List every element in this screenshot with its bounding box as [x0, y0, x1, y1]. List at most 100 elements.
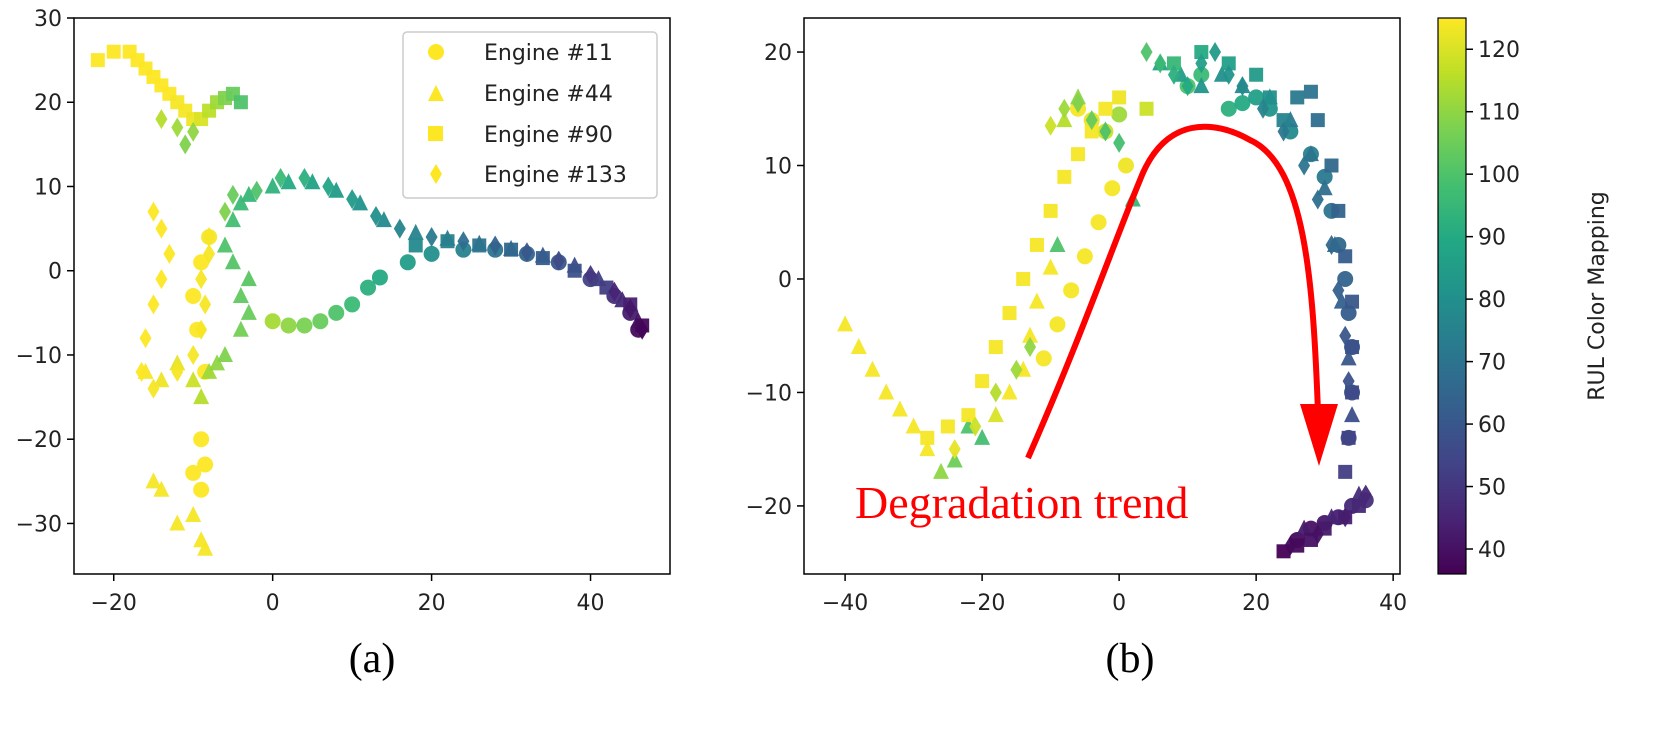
panel-b-point-engine-133: [1072, 93, 1085, 114]
panel-b-point-engine-133: [1298, 155, 1311, 176]
panel-b-point-engine-44: [878, 383, 895, 400]
legend-label-engine-11: Engine #11: [484, 41, 613, 66]
panel-a-point-engine-11: [193, 481, 210, 498]
panel-b-point-engine-44: [987, 406, 1004, 423]
panel-a-point-engine-133: [425, 227, 438, 248]
panel-b-y-tick-label: 0: [778, 268, 792, 293]
panel-a-point-engine-133: [147, 294, 160, 315]
panel-b-point-engine-133: [1154, 53, 1167, 74]
panel-a-point-engine-133: [171, 361, 184, 382]
panel-a-point-engine-11: [193, 431, 210, 448]
panel-b-point-engine-11: [1076, 248, 1093, 265]
panel-b-point-engine-133: [1311, 524, 1324, 545]
panel-a-point-engine-44: [201, 362, 218, 379]
panel-a-point-engine-133: [218, 201, 231, 222]
panel-b-point-engine-90: [1043, 203, 1058, 218]
panel-a-x-tick-label: 40: [577, 591, 605, 616]
panel-a-point-engine-133: [624, 298, 637, 319]
panel-b-point-engine-44: [891, 400, 908, 417]
panel-b-y-tick-label: −10: [746, 381, 792, 406]
colorbar-tick-label: 70: [1478, 351, 1506, 376]
panel-b-point-engine-44: [1056, 111, 1073, 128]
panel-a-point-engine-44: [407, 223, 424, 240]
panel-b-point-engine-44: [1028, 292, 1045, 309]
panel-a-point-engine-44: [224, 211, 241, 228]
panel-b-point-engine-44: [1022, 326, 1039, 343]
panel-b-point-engine-90: [1338, 464, 1353, 479]
panel-b-point-engine-11: [1117, 157, 1134, 174]
panel-b-point-engine-90: [1071, 147, 1086, 162]
panel-b-x-tick-label: 0: [1112, 591, 1126, 616]
panel-a-axes-frame: [73, 17, 671, 575]
panel-a-point-engine-133: [179, 134, 192, 155]
panel-b-x-tick-label: 20: [1242, 591, 1270, 616]
panel-a-point-engine-44: [280, 173, 297, 190]
panel-a-point-engine-133: [636, 319, 649, 340]
panel-b-point-engine-44: [919, 440, 936, 457]
panel-a-point-engine-90: [567, 263, 582, 278]
colorbar: 40 50 60 70 80 90 100 110 120 RUL Color Mapping: [1437, 17, 1610, 575]
panel-b-point-engine-90: [988, 340, 1003, 355]
panel-a-point-engine-44: [185, 371, 202, 388]
colorbar-ticks: 40 50 60 70 80 90 100 110 120: [1466, 38, 1520, 563]
panel-b-point-engine-133: [1284, 535, 1297, 556]
panel-b-point-engine-133: [1256, 98, 1269, 119]
panel-b-point-engine-90: [940, 419, 955, 434]
panel-a-point-engine-133: [195, 319, 208, 340]
panel-b-point-engine-90: [1310, 113, 1325, 128]
legend-label-engine-90: Engine #90: [484, 123, 613, 148]
panel-b-point-engine-44: [837, 315, 854, 332]
panel-b-point-engine-90: [1057, 169, 1072, 184]
panel-a-point-engine-90: [472, 238, 487, 253]
panel-a-point-engine-44: [193, 388, 210, 405]
panel-b-point-engine-44: [974, 428, 991, 445]
panel-a-point-engine-44: [352, 194, 369, 211]
panel-b-axes-frame: [803, 17, 1401, 575]
panel-a-point-engine-133: [155, 109, 168, 130]
panel-b-point-engine-133: [1010, 359, 1023, 380]
legend-marker-square: [428, 126, 443, 141]
colorbar-tick-label: 40: [1478, 538, 1506, 563]
panel-b-point-engine-11: [1316, 168, 1333, 185]
colorbar-tick-label: 60: [1478, 413, 1506, 438]
panel-a-point-engine-133: [155, 269, 168, 290]
panel-b-point-engine-44: [1316, 179, 1333, 196]
panel-b-point-engine-90: [1351, 498, 1366, 513]
panel-a-y-tick-label: 10: [34, 175, 62, 200]
panel-b-point-engine-44: [1193, 77, 1210, 94]
panel-a-point-engine-133: [203, 243, 216, 264]
panel-b-point-engine-90: [961, 408, 976, 423]
panel-a-point-engine-90: [504, 242, 519, 257]
panel-a-point-engine-44: [209, 354, 226, 371]
panel-a-point-engine-11: [193, 254, 210, 271]
panel-b-point-engine-11: [1090, 214, 1107, 231]
panel-a-point-engine-133: [187, 121, 200, 142]
panel-b-ticks: −40 −20 0 20 40 −20 −10 0 10 20: [746, 41, 1408, 616]
panel-b-point-engine-133: [989, 382, 1002, 403]
panel-b-point-engine-90: [1029, 237, 1044, 252]
panel-a-x-tick-label: 0: [266, 591, 280, 616]
panel-b-point-engine-133: [1236, 76, 1249, 97]
panel-a-point-engine-44: [240, 270, 257, 287]
panel-a-point-engine-133: [608, 281, 621, 302]
panel-b-point-engine-44: [933, 462, 950, 479]
colorbar-tick-label: 100: [1478, 163, 1520, 188]
panel-a-y-tick-label: 20: [34, 91, 62, 116]
panel-a-caption: (a): [349, 636, 396, 682]
panel-b-point-engine-11: [1337, 270, 1354, 287]
panel-a-point-engine-90: [90, 53, 105, 68]
panel-b-point-engine-90: [1345, 340, 1360, 355]
panel-b-point-engine-90: [1303, 84, 1318, 99]
panel-b-point-engine-44: [1302, 145, 1319, 162]
panel-b-point-engine-133: [969, 416, 982, 437]
degradation-trend-arrowhead: [1300, 404, 1338, 466]
panel-b-point-engine-90: [1016, 271, 1031, 286]
panel-b-point-engine-90: [975, 374, 990, 389]
panel-a-point-engine-44: [216, 236, 233, 253]
panel-a-point-engine-44: [153, 480, 170, 497]
panel-b-point-engine-44: [850, 338, 867, 355]
panel-a-point-engine-44: [240, 303, 257, 320]
panel-b-point-engine-44: [1049, 235, 1066, 252]
panel-b-point-engine-90: [1331, 203, 1346, 218]
panel-a-point-engine-133: [584, 264, 597, 285]
